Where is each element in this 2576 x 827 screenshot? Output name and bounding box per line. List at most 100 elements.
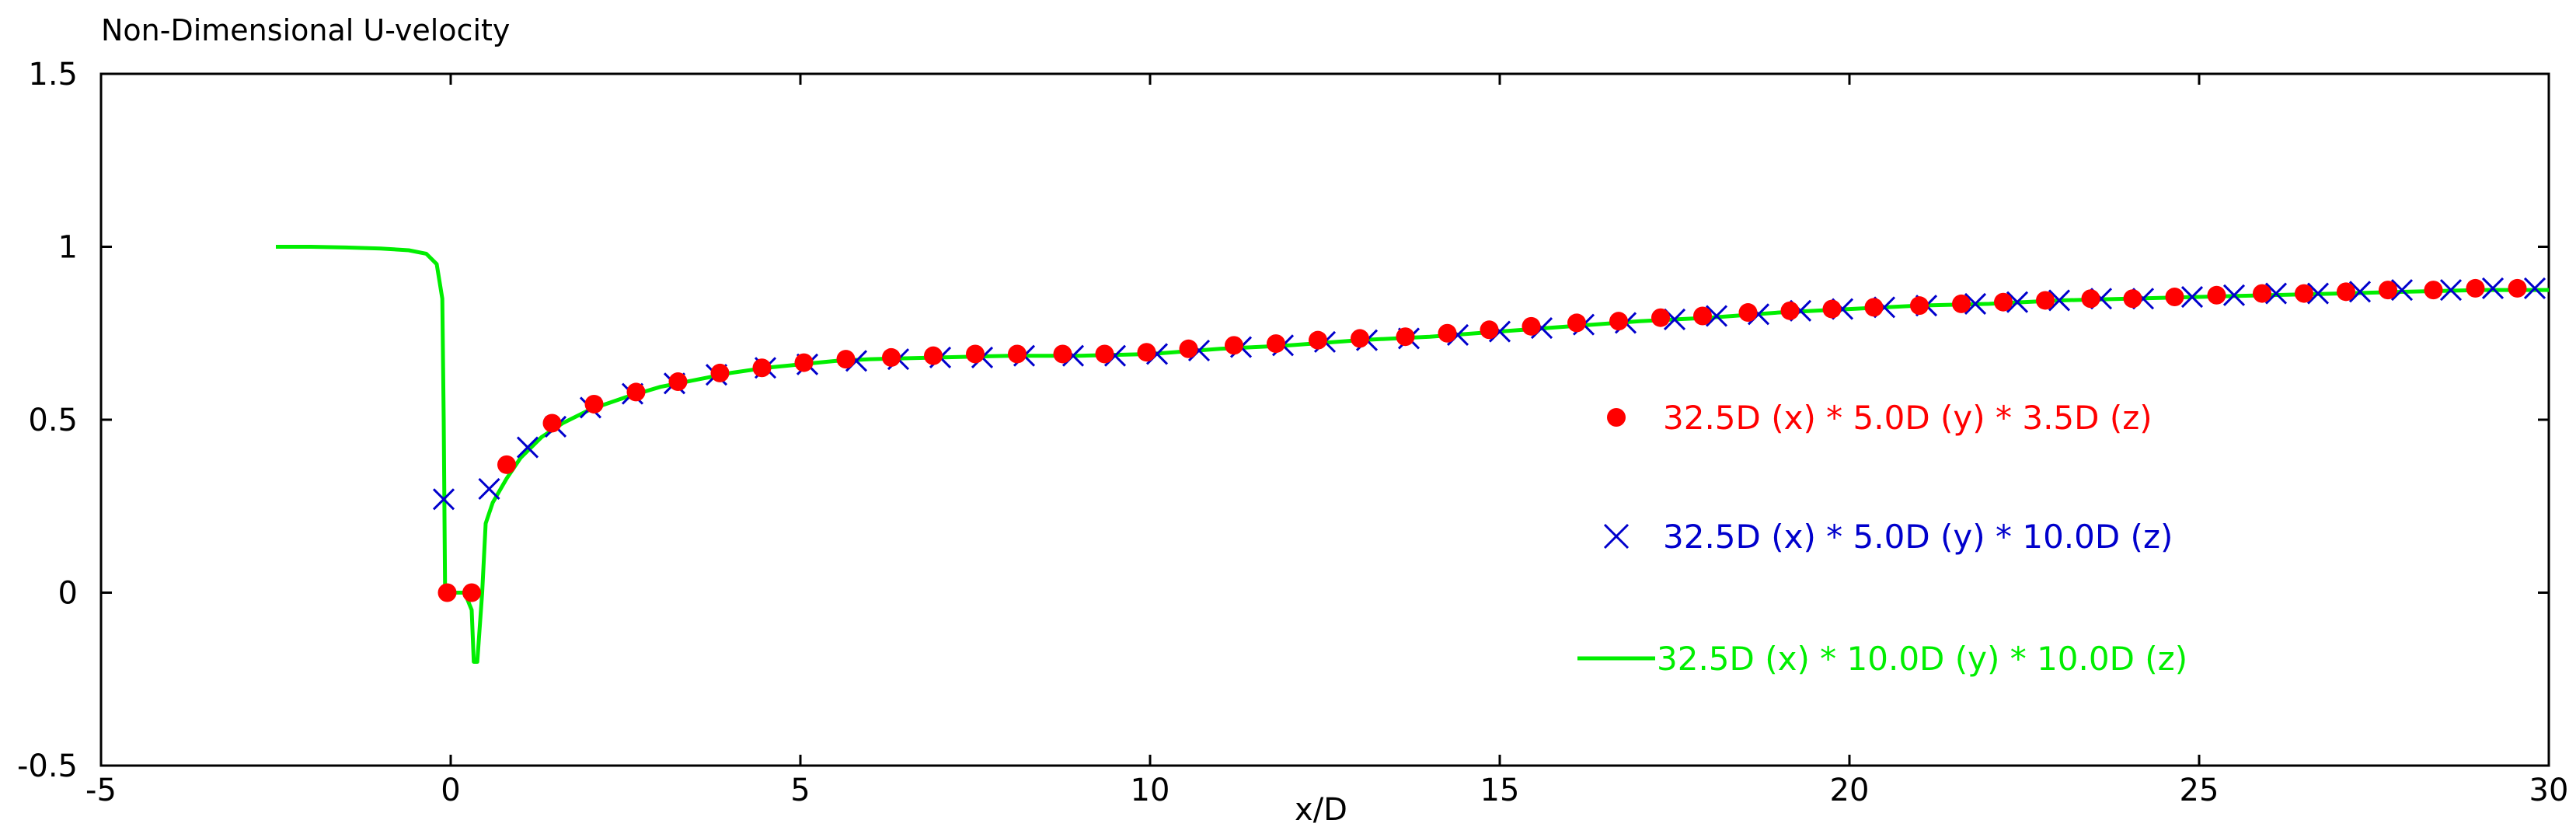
cross-stroke-b [516,436,539,459]
cross-point [2523,277,2546,299]
series-circle-group [437,278,2527,602]
cross-point [2348,281,2372,303]
circle-point [2337,282,2355,302]
circle-point [2253,284,2271,303]
circle-point [1738,303,1758,323]
circle-point [626,382,646,402]
cross-point [2390,279,2414,302]
circle-point [2424,281,2443,300]
y-tick-label: -0.5 [17,748,78,784]
legend-label-2: 32.5D (x) * 5.0D (y) * 10.0D (z) [1663,518,2173,556]
circle-point [1780,301,1800,320]
cross-point [2481,277,2505,299]
legend-cross-b [1603,523,1630,550]
circle-point [668,372,688,392]
cross-point [2048,289,2071,312]
circle-point [836,350,856,369]
cross-stroke-b [2048,289,2071,312]
circle-point [1480,320,1499,340]
circle-point [1225,336,1243,355]
series-line-group [276,245,2549,664]
cross-point [1964,292,1987,315]
cross-stroke-b [2348,281,2372,303]
circle-point [1864,298,1884,317]
circle-point [2379,281,2397,300]
circle-point [2123,289,2142,309]
cross-stroke-b [1705,305,1728,327]
circle-point [1651,308,1670,327]
circle-point [1952,294,1971,313]
cross-stroke-b [2222,284,2246,306]
cross-point [2222,284,2246,306]
legend-label-1: 32.5D (x) * 5.0D (y) * 3.5D (z) [1663,399,2152,437]
circle-point [924,346,943,365]
circle-point [462,583,481,602]
x-tick-label: 10 [1131,773,1170,808]
circle-point [1522,316,1541,336]
x-tick-label: 25 [2180,773,2219,808]
circle-point [2207,285,2226,305]
circle-point [1267,334,1285,354]
cross-stroke-b [2264,282,2288,305]
chart-title: Non-Dimensional U-velocity [101,13,510,47]
circle-point [1053,344,1072,364]
x-tick-label: 5 [790,773,810,808]
y-tick-label: 0.5 [28,403,78,438]
circle-point [1609,312,1628,331]
legend-marker-cross [1603,523,1630,550]
circle-point [542,414,562,433]
cross-stroke-b [2481,277,2505,299]
circle-point [882,347,901,367]
cross-stroke-b [2306,282,2330,305]
x-tick-label: 15 [1480,773,1520,808]
series-cross-group [432,277,2546,511]
circle-point [1910,296,1929,316]
y-tick-label: 0 [58,576,78,612]
circle-point [584,394,604,414]
circle-point [437,583,457,602]
circle-point [710,363,730,382]
x-tick-label: -5 [85,773,117,808]
circle-point [2036,291,2055,310]
series-line-path [276,245,2549,664]
circle-point [1396,327,1415,347]
y-axis-ticks: -0.5 0 0.5 1 1.5 [17,57,2549,784]
cross-point [478,477,500,501]
circle-point [1095,344,1114,364]
circle-point [752,358,772,378]
circle-point [1822,299,1842,319]
circle-point [1994,292,2013,312]
cross-point [2180,285,2204,309]
cross-stroke-b [1964,292,1987,315]
cross-stroke-b [478,477,500,501]
circle-point [1008,344,1027,364]
circle-point [1137,343,1156,362]
cross-stroke-b [1663,308,1686,331]
circle-point [1567,313,1586,333]
circle-point [966,344,985,364]
cross-point [432,488,455,511]
legend: 32.5D (x) * 5.0D (y) * 3.5D (z) 32.5D (x)… [1577,399,2187,678]
x-tick-label: 0 [441,773,460,808]
x-axis-label: x/D [1295,792,1347,827]
y-tick-label: 1.5 [28,57,78,92]
cross-stroke-b [2006,291,2029,313]
circle-point [794,353,814,372]
y-tick-label: 1 [58,230,78,266]
cross-point [2006,291,2029,313]
circle-point [2466,278,2485,298]
circle-point [2081,289,2100,309]
circle-point [1438,323,1457,343]
circle-point [1693,306,1712,326]
cross-stroke-b [2439,279,2463,302]
cross-point [2264,282,2288,305]
x-tick-label: 20 [1830,773,1870,808]
cross-stroke-b [2180,285,2204,309]
cross-stroke-b [2390,279,2414,302]
cross-point [2306,282,2330,305]
circle-point [1179,339,1198,358]
circle-point [497,455,516,474]
circle-point [2508,278,2527,298]
cross-stroke-b [432,488,455,511]
